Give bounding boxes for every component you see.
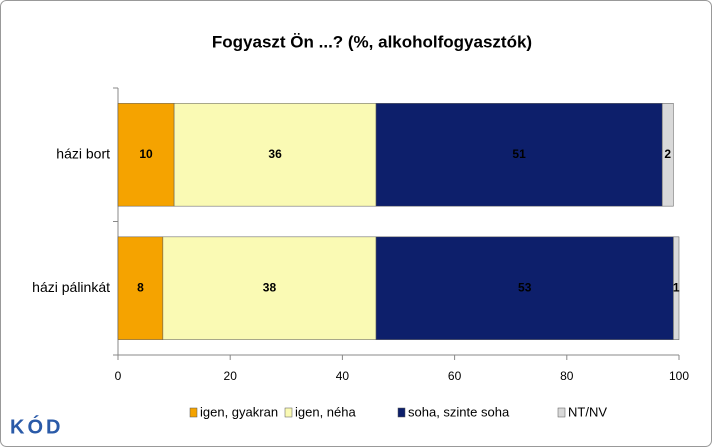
bar-segment	[661, 103, 674, 207]
bar-segment	[673, 236, 680, 340]
legend-swatch	[284, 407, 293, 418]
legend-label: igen, néha	[295, 404, 356, 419]
bar-segment	[173, 103, 377, 207]
legend-label: soha, szinte soha	[408, 404, 510, 419]
data-label: 51	[512, 147, 526, 161]
bar-segment	[117, 236, 164, 340]
logo: KÓD	[10, 414, 63, 438]
legend-swatch	[557, 407, 566, 418]
bar-segment	[375, 103, 663, 207]
x-tick-label: 100	[669, 369, 689, 383]
x-tick-label: 80	[560, 369, 574, 383]
chart-title: Fogyaszt Ön ...? (%, alkoholfogyasztók)	[212, 32, 532, 51]
data-label: 36	[268, 147, 282, 161]
category-label: házi bort	[56, 145, 110, 161]
category-label: házi pálinkát	[32, 279, 110, 295]
bar-segment	[117, 103, 175, 207]
legend-label: igen, gyakran	[200, 404, 278, 419]
data-label: 10	[139, 147, 153, 161]
legend-swatch	[397, 407, 406, 418]
x-tick-label: 40	[336, 369, 350, 383]
data-label: 53	[518, 280, 532, 294]
x-tick-label: 20	[224, 369, 238, 383]
data-label: 2	[664, 147, 671, 161]
x-tick-label: 0	[115, 369, 122, 383]
data-label: 1	[673, 280, 680, 294]
data-label: 8	[137, 280, 144, 294]
legend-label: NT/NV	[568, 404, 607, 419]
bar-segment	[162, 236, 377, 340]
data-label: 38	[263, 280, 277, 294]
legend-swatch	[189, 407, 198, 418]
x-tick-label: 60	[448, 369, 462, 383]
